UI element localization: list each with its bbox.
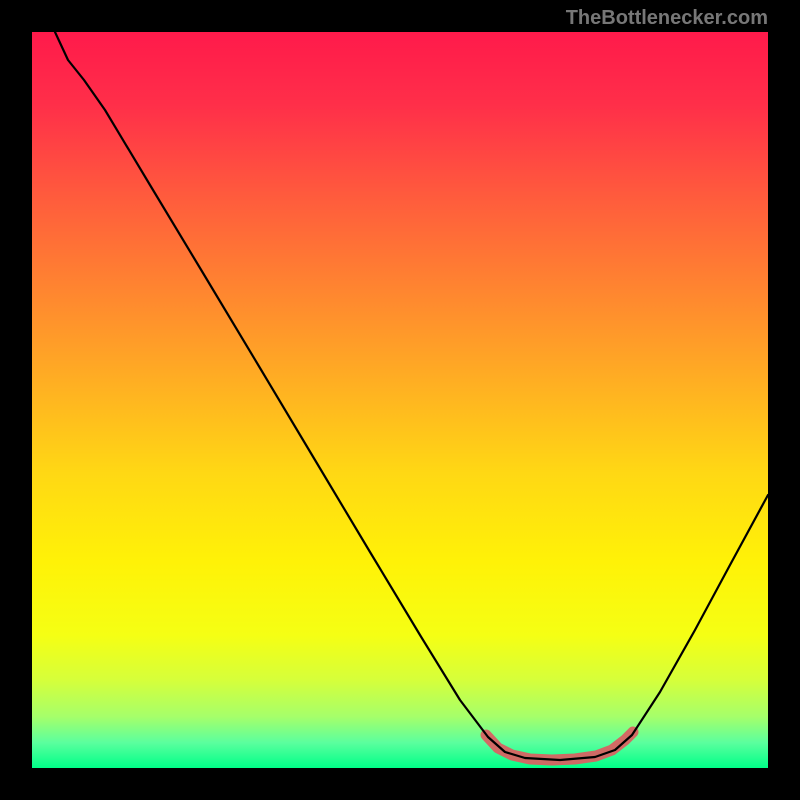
- plot-background: [32, 32, 768, 768]
- watermark-text: TheBottlenecker.com: [566, 7, 768, 29]
- chart-svg: TheBottlenecker.com: [0, 0, 800, 800]
- bottleneck-chart: TheBottlenecker.com: [0, 0, 800, 800]
